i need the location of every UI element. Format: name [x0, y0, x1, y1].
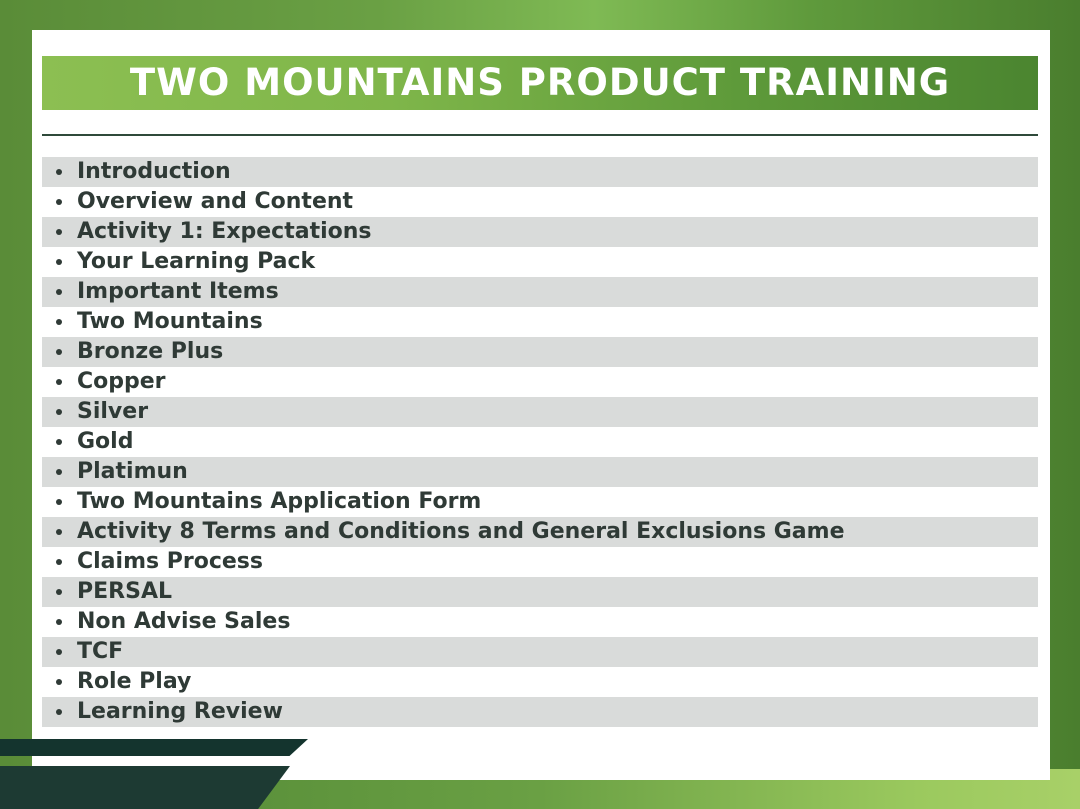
- bullet-icon: [56, 289, 62, 295]
- list-item-label: Your Learning Pack: [77, 249, 316, 274]
- bullet-icon: [56, 589, 62, 595]
- list-item-label: Role Play: [77, 669, 192, 694]
- bullet-icon: [56, 469, 62, 475]
- decorative-stripe-top: [0, 739, 308, 756]
- bullet-icon: [56, 319, 62, 325]
- bullet-icon: [56, 679, 62, 685]
- list-item: TCF: [42, 637, 1038, 667]
- list-item: Bronze Plus: [42, 337, 1038, 367]
- slide-title: TWO MOUNTAINS PRODUCT TRAINING: [129, 61, 951, 104]
- list-item-label: Learning Review: [77, 699, 283, 724]
- bullet-icon: [56, 349, 62, 355]
- training-agenda-list: Introduction Overview and Content Activi…: [42, 157, 1038, 727]
- bullet-icon: [56, 259, 62, 265]
- list-item: Two Mountains Application Form: [42, 487, 1038, 517]
- bullet-icon: [56, 559, 62, 565]
- list-item-label: Platimun: [77, 459, 188, 484]
- bullet-icon: [56, 619, 62, 625]
- list-item-label: Important Items: [77, 279, 279, 304]
- list-item-label: Two Mountains: [77, 309, 263, 334]
- list-item-label: Overview and Content: [77, 189, 354, 214]
- list-item: Important Items: [42, 277, 1038, 307]
- list-item: Role Play: [42, 667, 1038, 697]
- list-item-label: Activity 8 Terms and Conditions and Gene…: [77, 519, 845, 544]
- bullet-icon: [56, 199, 62, 205]
- bullet-icon: [56, 409, 62, 415]
- list-item: Platimun: [42, 457, 1038, 487]
- bullet-icon: [56, 529, 62, 535]
- list-item: Introduction: [42, 157, 1038, 187]
- list-item-label: Copper: [77, 369, 166, 394]
- list-item: Activity 1: Expectations: [42, 217, 1038, 247]
- list-item: Activity 8 Terms and Conditions and Gene…: [42, 517, 1038, 547]
- list-item-label: Introduction: [77, 159, 231, 184]
- list-item: Non Advise Sales: [42, 607, 1038, 637]
- bullet-icon: [56, 709, 62, 715]
- list-item: Overview and Content: [42, 187, 1038, 217]
- list-item-label: Non Advise Sales: [77, 609, 291, 634]
- bullet-icon: [56, 439, 62, 445]
- list-item: Learning Review: [42, 697, 1038, 727]
- list-item-label: PERSAL: [77, 579, 172, 604]
- list-item: PERSAL: [42, 577, 1038, 607]
- decorative-stripe-bottom: [0, 766, 290, 809]
- list-item-label: Activity 1: Expectations: [77, 219, 372, 244]
- bullet-icon: [56, 499, 62, 505]
- bullet-icon: [56, 229, 62, 235]
- bullet-icon: [56, 169, 62, 175]
- title-banner: TWO MOUNTAINS PRODUCT TRAINING: [42, 56, 1038, 110]
- list-item: Two Mountains: [42, 307, 1038, 337]
- list-item-label: Gold: [77, 429, 134, 454]
- list-item: Claims Process: [42, 547, 1038, 577]
- list-item: Silver: [42, 397, 1038, 427]
- title-divider: [42, 134, 1038, 136]
- list-item-label: TCF: [77, 639, 124, 664]
- list-item-label: Silver: [77, 399, 149, 424]
- list-item: Your Learning Pack: [42, 247, 1038, 277]
- bullet-icon: [56, 379, 62, 385]
- list-item: Gold: [42, 427, 1038, 457]
- list-item-label: Two Mountains Application Form: [77, 489, 482, 514]
- bullet-icon: [56, 649, 62, 655]
- list-item: Copper: [42, 367, 1038, 397]
- list-item-label: Claims Process: [77, 549, 263, 574]
- list-item-label: Bronze Plus: [77, 339, 224, 364]
